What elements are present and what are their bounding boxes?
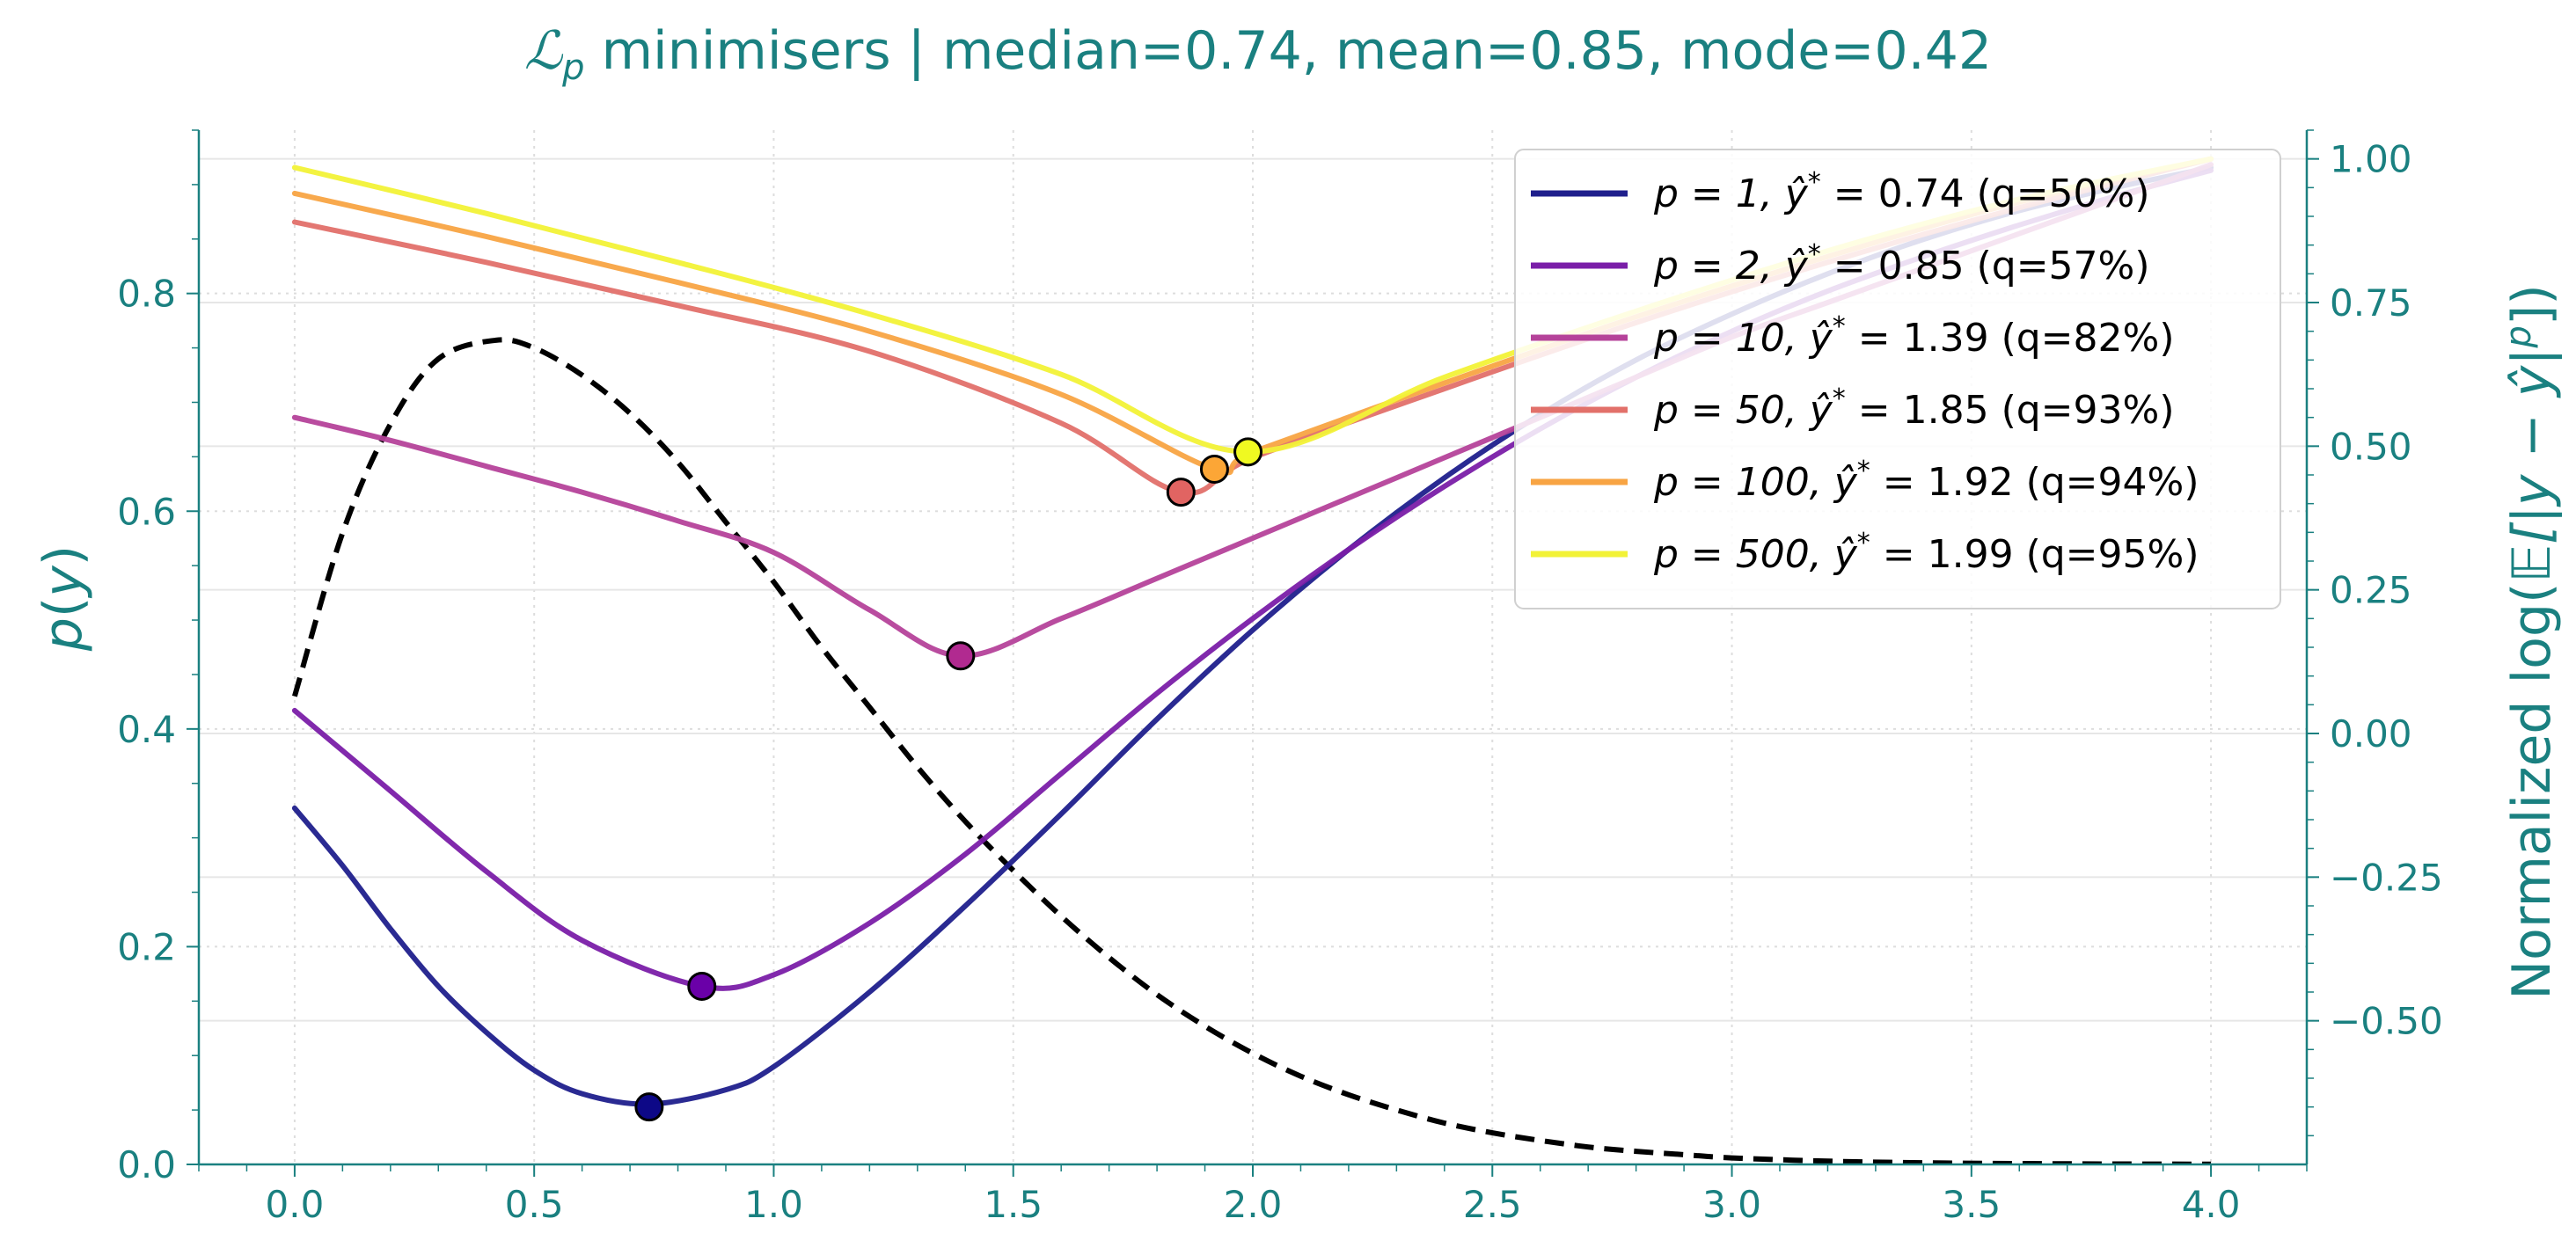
y-right-tick-label: 0.00	[2330, 712, 2412, 755]
legend-frame	[1514, 149, 2281, 609]
y-axis-right-label: Normalized log(𝔼[|y − ŷ|p])	[2499, 284, 2563, 999]
ylabel-right-sup: p	[2499, 325, 2539, 348]
minimizer-marker-4	[1166, 478, 1196, 507]
chart-title: ℒp minimisers | median=0.74, mean=0.85, …	[524, 20, 1992, 88]
minimizer-marker-layer	[634, 437, 1263, 1122]
density-curve	[292, 337, 2212, 1164]
y-right-tick-label: 0.25	[2330, 569, 2412, 612]
legend-label-4: p = 50, ŷ* = 1.85 (q=93%)	[1653, 383, 2175, 433]
minimizer-marker-6	[1233, 437, 1263, 467]
y-right-tick-label: −0.50	[2330, 1000, 2443, 1043]
minimizer-marker-3	[946, 641, 976, 671]
ylabel-right-tail: ])	[2501, 284, 2563, 325]
minimizer-marker-5	[1199, 454, 1229, 484]
title-rest: minimisers | median=0.74, mean=0.85, mod…	[585, 20, 1993, 82]
y-right-tick-label: 0.50	[2330, 425, 2412, 468]
ylabel-left-close: )	[33, 545, 94, 565]
y-left-tick-label: 0.6	[117, 490, 176, 533]
legend-label-6: p = 500, ŷ* = 1.99 (q=95%)	[1653, 528, 2199, 577]
y-left-tick-label: 0.8	[117, 273, 176, 316]
x-tick-label: 3.0	[1702, 1183, 1761, 1226]
x-tick-label: 2.5	[1463, 1183, 1522, 1226]
title-script-l: ℒ	[524, 20, 564, 82]
axes: 0.0 0.5 1.0 1.5 2.0 2.5 3.0 3.5 4.0 0.0 0.2 0.4 0.6 0…	[117, 129, 2443, 1226]
minimizer-marker-2	[687, 971, 717, 1001]
y-axis-left-label: p(y)	[33, 545, 94, 652]
density-curve-layer	[292, 337, 2212, 1164]
x-tick-label: 1.0	[744, 1183, 803, 1226]
x-tick-label: 0.5	[505, 1183, 564, 1226]
minimizer-marker-1	[634, 1092, 664, 1122]
title-subscript-p: p	[561, 47, 584, 88]
legend-label-3: p = 10, ŷ* = 1.39 (q=82%)	[1653, 311, 2175, 361]
x-tick-label: 2.0	[1224, 1183, 1283, 1226]
x-tick-label: 3.5	[1942, 1183, 2001, 1226]
ylabel-left-p: p	[33, 617, 94, 652]
ylabel-right-head: Normalized log(	[2501, 583, 2563, 1000]
y-left-tick-label: 0.4	[117, 708, 176, 751]
legend-label-1: p = 1, ŷ* = 0.74 (q=50%)	[1653, 167, 2150, 216]
legend-label-5: p = 100, ŷ* = 1.92 (q=94%)	[1653, 456, 2199, 505]
legend-entries: p = 1, ŷ* = 0.74 (q=50%) p = 2, ŷ* = 0.85…	[1531, 167, 2199, 577]
legend: p = 1, ŷ* = 0.74 (q=50%) p = 2, ŷ* = 0.85…	[1514, 149, 2281, 609]
y-right-tick-label: −0.25	[2330, 856, 2443, 899]
y-right-tick-label: 1.00	[2330, 138, 2412, 181]
y-left-tick-label: 0.0	[117, 1143, 176, 1186]
ylabel-left-open: (	[33, 597, 94, 617]
ylabel-right-body: 𝔼[|y − ŷ|	[2501, 347, 2563, 582]
legend-label-2: p = 2, ŷ* = 0.85 (q=57%)	[1653, 239, 2150, 288]
ylabel-left-var: y	[33, 565, 94, 599]
x-tick-label: 4.0	[2182, 1183, 2241, 1226]
y-left-tick-label: 0.2	[117, 925, 176, 968]
x-tick-label: 1.5	[984, 1183, 1043, 1226]
x-tick-label: 0.0	[266, 1183, 325, 1226]
y-right-tick-label: 0.75	[2330, 281, 2412, 325]
